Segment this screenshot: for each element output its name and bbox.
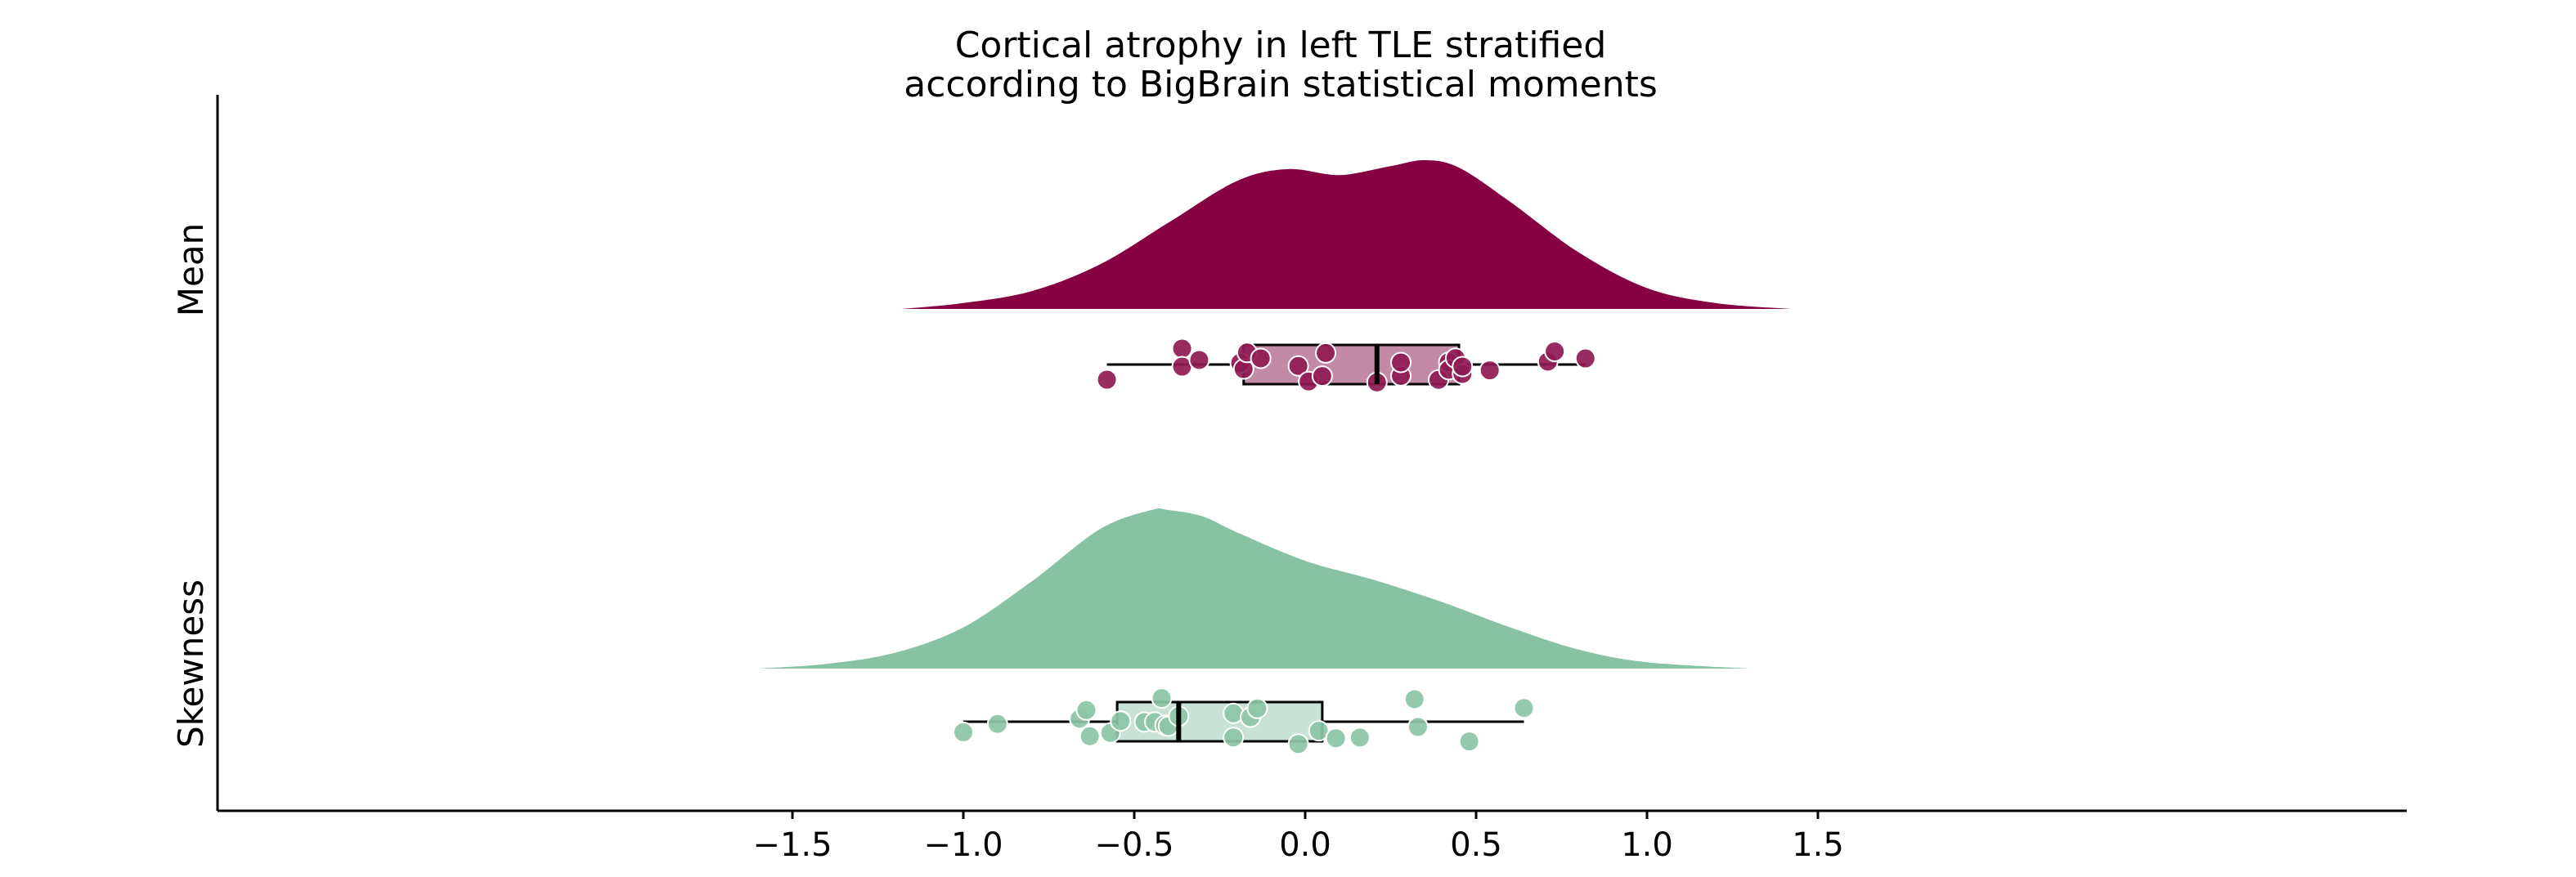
data-point-skewness bbox=[986, 713, 1008, 735]
data-point-mean bbox=[1452, 356, 1474, 378]
data-point-skewness bbox=[1349, 727, 1371, 749]
data-point-mean bbox=[1311, 365, 1333, 387]
x-tick-label: 0.0 bbox=[1279, 826, 1331, 864]
data-point-skewness bbox=[1075, 699, 1097, 721]
x-tick-label: −0.5 bbox=[1094, 826, 1174, 864]
data-point-skewness bbox=[1079, 725, 1101, 747]
series-mean bbox=[901, 159, 1791, 393]
category-label-skewness: Skewness bbox=[171, 579, 211, 748]
data-point-skewness bbox=[1513, 697, 1535, 719]
data-point-skewness bbox=[1223, 702, 1245, 724]
data-point-mean bbox=[1574, 347, 1596, 369]
data-point-mean bbox=[1479, 360, 1501, 382]
density-skewness bbox=[758, 508, 1750, 669]
data-point-skewness bbox=[1325, 727, 1347, 749]
data-point-mean bbox=[1250, 347, 1272, 369]
data-point-skewness bbox=[953, 721, 974, 743]
data-point-mean bbox=[1096, 369, 1118, 391]
data-point-mean bbox=[1188, 349, 1210, 371]
chart-title: Cortical atrophy in left TLE stratified … bbox=[904, 25, 1658, 105]
x-tick-label: −1.5 bbox=[752, 826, 832, 864]
data-point-mean bbox=[1544, 340, 1566, 362]
data-point-mean bbox=[1287, 355, 1309, 377]
data-point-mean bbox=[1171, 338, 1193, 360]
data-point-skewness bbox=[1458, 731, 1480, 753]
x-tick-label: 1.0 bbox=[1621, 826, 1673, 864]
x-axis-ticks: −1.5 −1.0 −0.5 0.0 0.5 1.0 1.5 bbox=[752, 811, 1844, 864]
box-mean bbox=[1242, 343, 1461, 386]
data-point-skewness bbox=[1151, 687, 1173, 709]
data-point-skewness bbox=[1223, 727, 1245, 749]
data-point-skewness bbox=[1246, 697, 1268, 719]
data-point-mean bbox=[1390, 351, 1412, 374]
title-line-1: Cortical atrophy in left TLE stratified bbox=[955, 25, 1607, 66]
x-tick-label: 0.5 bbox=[1450, 826, 1502, 864]
category-label-mean: Mean bbox=[171, 223, 211, 316]
data-point-skewness bbox=[1110, 710, 1132, 732]
plot-area bbox=[758, 159, 1791, 755]
x-tick-label: 1.5 bbox=[1792, 826, 1844, 864]
x-tick-label: −1.0 bbox=[923, 826, 1003, 864]
data-point-skewness bbox=[1287, 733, 1309, 755]
series-skewness bbox=[758, 508, 1750, 755]
data-point-skewness bbox=[1403, 688, 1425, 710]
data-point-skewness bbox=[1407, 716, 1429, 738]
data-point-mean bbox=[1315, 342, 1337, 364]
density-mean bbox=[901, 159, 1791, 309]
title-line-2: according to BigBrain statistical moment… bbox=[904, 64, 1658, 105]
